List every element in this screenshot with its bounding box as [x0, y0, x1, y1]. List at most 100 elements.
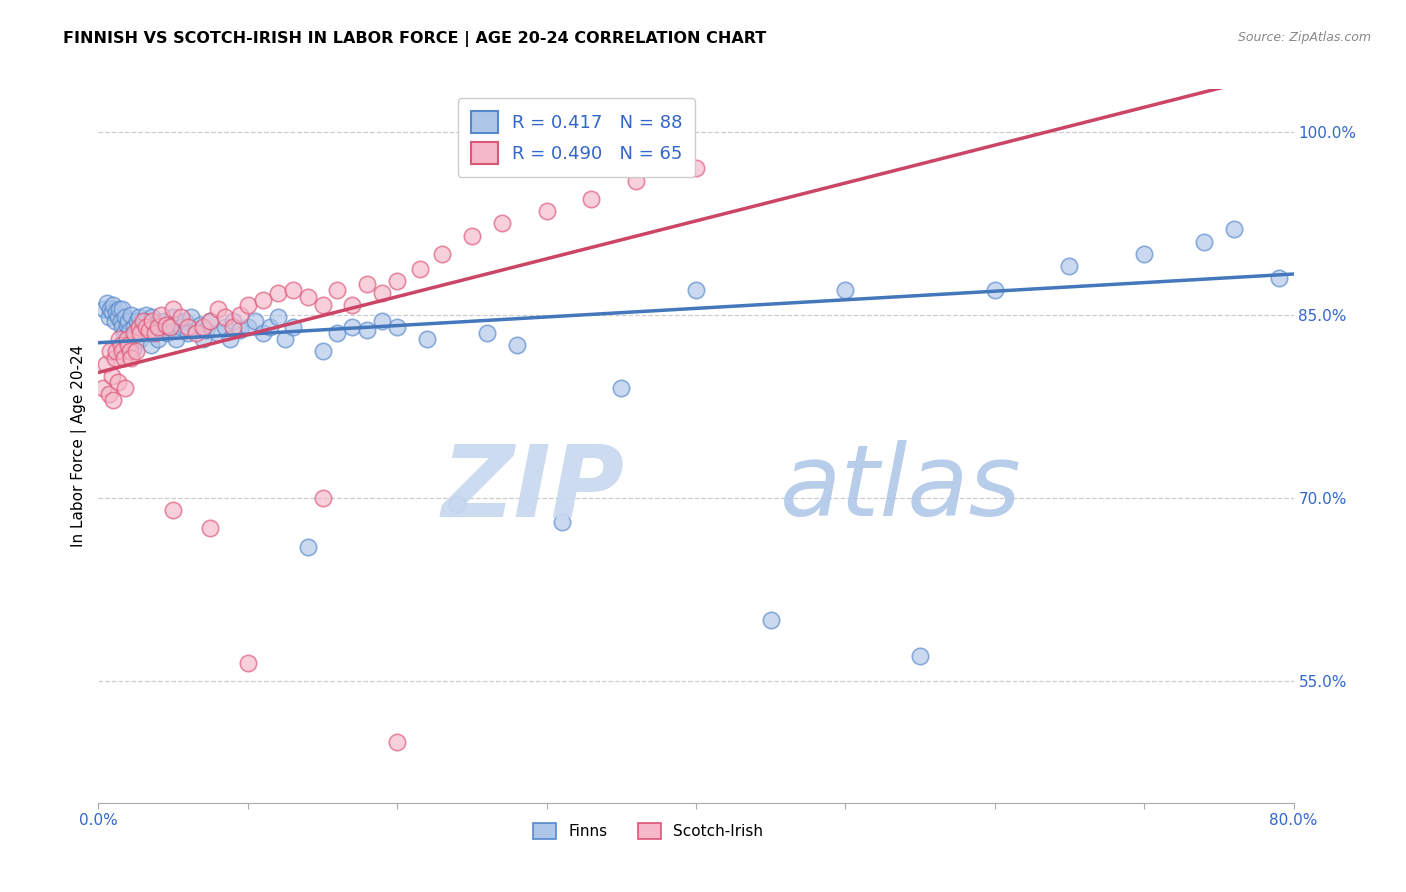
Point [759, 613, 782, 627]
Point [101, 368, 124, 383]
Point [150, 308, 173, 322]
Point [103, 393, 125, 408]
Point [385, 735, 409, 749]
Point [104, 314, 127, 328]
Point [159, 320, 181, 334]
Point [408, 261, 430, 276]
Point [229, 308, 252, 322]
Point [416, 332, 439, 346]
Point [908, 649, 931, 664]
Point [110, 338, 132, 352]
Point [148, 320, 170, 334]
Point [356, 322, 378, 336]
Point [200, 314, 222, 328]
Point [200, 521, 222, 535]
Point [1267, 271, 1289, 285]
Point [219, 332, 242, 346]
Point [311, 298, 333, 312]
Point [311, 491, 333, 505]
Point [311, 344, 333, 359]
Point [222, 314, 245, 328]
Point [259, 320, 281, 334]
Point [141, 310, 163, 325]
Point [103, 298, 125, 312]
Point [111, 320, 134, 334]
Point [124, 326, 146, 341]
Point [165, 332, 187, 346]
Point [177, 326, 200, 341]
Point [162, 301, 184, 316]
Point [155, 318, 177, 332]
Point [236, 320, 259, 334]
Point [98, 344, 122, 359]
Point [169, 310, 191, 325]
Y-axis label: In Labor Force | Age 20-24: In Labor Force | Age 20-24 [72, 345, 87, 547]
Point [685, 161, 707, 176]
Point [115, 318, 138, 332]
Point [114, 310, 136, 325]
Point [191, 320, 214, 334]
Text: FINNISH VS SCOTCH-IRISH IN LABOR FORCE | AGE 20-24 CORRELATION CHART: FINNISH VS SCOTCH-IRISH IN LABOR FORCE |… [63, 31, 766, 47]
Point [385, 320, 409, 334]
Point [115, 332, 138, 346]
Point [207, 326, 229, 341]
Point [1192, 235, 1215, 249]
Point [188, 318, 211, 332]
Point [117, 338, 139, 352]
Point [834, 284, 856, 298]
Point [135, 308, 157, 322]
Point [112, 351, 135, 365]
Point [461, 228, 484, 243]
Point [96, 295, 118, 310]
Point [139, 338, 162, 352]
Point [536, 204, 558, 219]
Point [162, 503, 184, 517]
Point [125, 344, 148, 359]
Text: ZIP: ZIP [441, 441, 624, 537]
Point [138, 326, 160, 341]
Point [150, 322, 173, 336]
Point [108, 301, 131, 316]
Point [1133, 247, 1156, 261]
Point [159, 320, 181, 334]
Point [101, 305, 124, 319]
Point [446, 497, 468, 511]
Point [127, 314, 149, 328]
Point [141, 314, 163, 328]
Point [191, 332, 214, 346]
Point [430, 247, 453, 261]
Point [128, 310, 150, 325]
Point [214, 310, 236, 325]
Point [98, 301, 122, 316]
Point [94, 357, 117, 371]
Point [326, 326, 349, 341]
Point [236, 298, 259, 312]
Point [128, 320, 150, 334]
Point [118, 344, 141, 359]
Point [506, 338, 529, 352]
Point [385, 274, 409, 288]
Point [143, 326, 166, 341]
Point [112, 326, 135, 341]
Point [121, 342, 143, 356]
Point [174, 314, 197, 328]
Point [107, 310, 129, 325]
Point [134, 314, 156, 328]
Point [267, 310, 290, 325]
Point [610, 381, 633, 395]
Point [1357, 186, 1379, 200]
Point [581, 192, 603, 206]
Point [138, 322, 160, 336]
Point [184, 322, 207, 336]
Point [180, 310, 202, 325]
Point [97, 310, 120, 325]
Point [117, 314, 139, 328]
Point [114, 381, 136, 395]
Point [1223, 222, 1246, 236]
Point [281, 284, 304, 298]
Point [107, 375, 129, 389]
Point [1059, 259, 1081, 273]
Point [371, 314, 394, 328]
Point [129, 326, 152, 341]
Point [371, 285, 394, 300]
